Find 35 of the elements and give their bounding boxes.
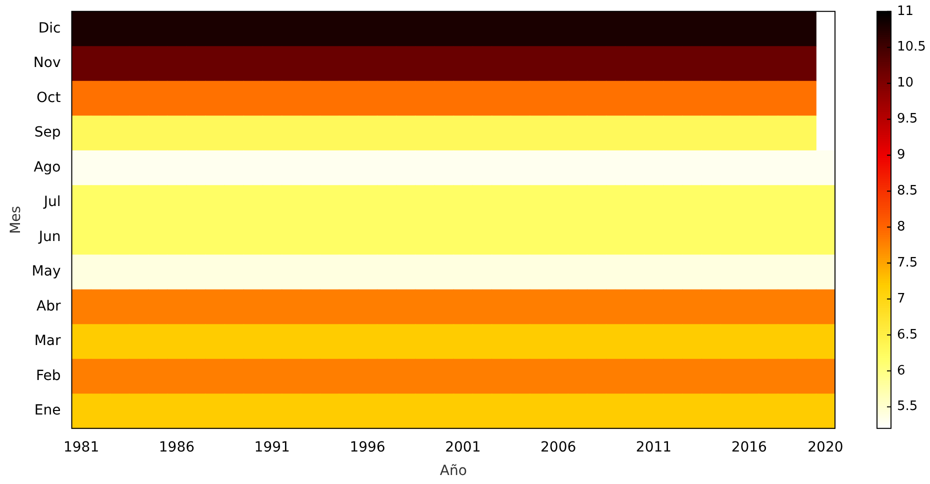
x-tick-label: 2016	[731, 439, 768, 456]
x-tick-label: 2001	[445, 439, 481, 456]
x-tick-label: 1996	[350, 439, 386, 456]
x-tick-label: 2011	[636, 439, 672, 456]
y-tick-label: Ene	[34, 402, 61, 419]
y-tick-label: Feb	[36, 368, 61, 384]
y-tick-label: Jun	[38, 228, 61, 245]
x-tick-label: 2006	[540, 439, 576, 456]
color-bar-label: 7.5	[897, 255, 918, 270]
y-axis-title: Mes	[8, 206, 24, 234]
color-bar-label: 5.5	[897, 399, 918, 414]
x-tick-label: 1991	[254, 439, 290, 456]
y-tick-label: Dic	[38, 20, 61, 36]
color-bar-label: 9	[897, 148, 906, 163]
color-bar-label: 10	[897, 76, 914, 91]
color-bar-label: 8.5	[897, 184, 918, 199]
x-tick-label: 2020	[808, 439, 844, 456]
y-tick-label: Sep	[34, 124, 61, 141]
y-tick-label: Ago	[34, 159, 61, 176]
x-tick-label: 1981	[63, 439, 100, 456]
color-bar-label: 7	[897, 291, 906, 306]
x-axis-title: Año	[440, 463, 467, 480]
y-tick-label: Abr	[36, 298, 61, 314]
color-bar-label: 6.5	[897, 327, 918, 342]
y-tick-label: Mar	[34, 333, 61, 350]
y-tick-label: Nov	[33, 55, 61, 72]
color-bar-label: 10.5	[897, 40, 926, 55]
color-bar-label: 9.5	[897, 112, 918, 127]
y-tick-label: Jul	[42, 194, 61, 210]
x-tick-label: 1986	[158, 439, 195, 456]
color-bar-label: 11	[897, 4, 914, 19]
y-tick-label: May	[32, 264, 61, 280]
y-tick-label: Oct	[36, 90, 62, 106]
color-bar-label: 8	[897, 219, 906, 234]
color-bar-label: 6	[897, 363, 906, 378]
